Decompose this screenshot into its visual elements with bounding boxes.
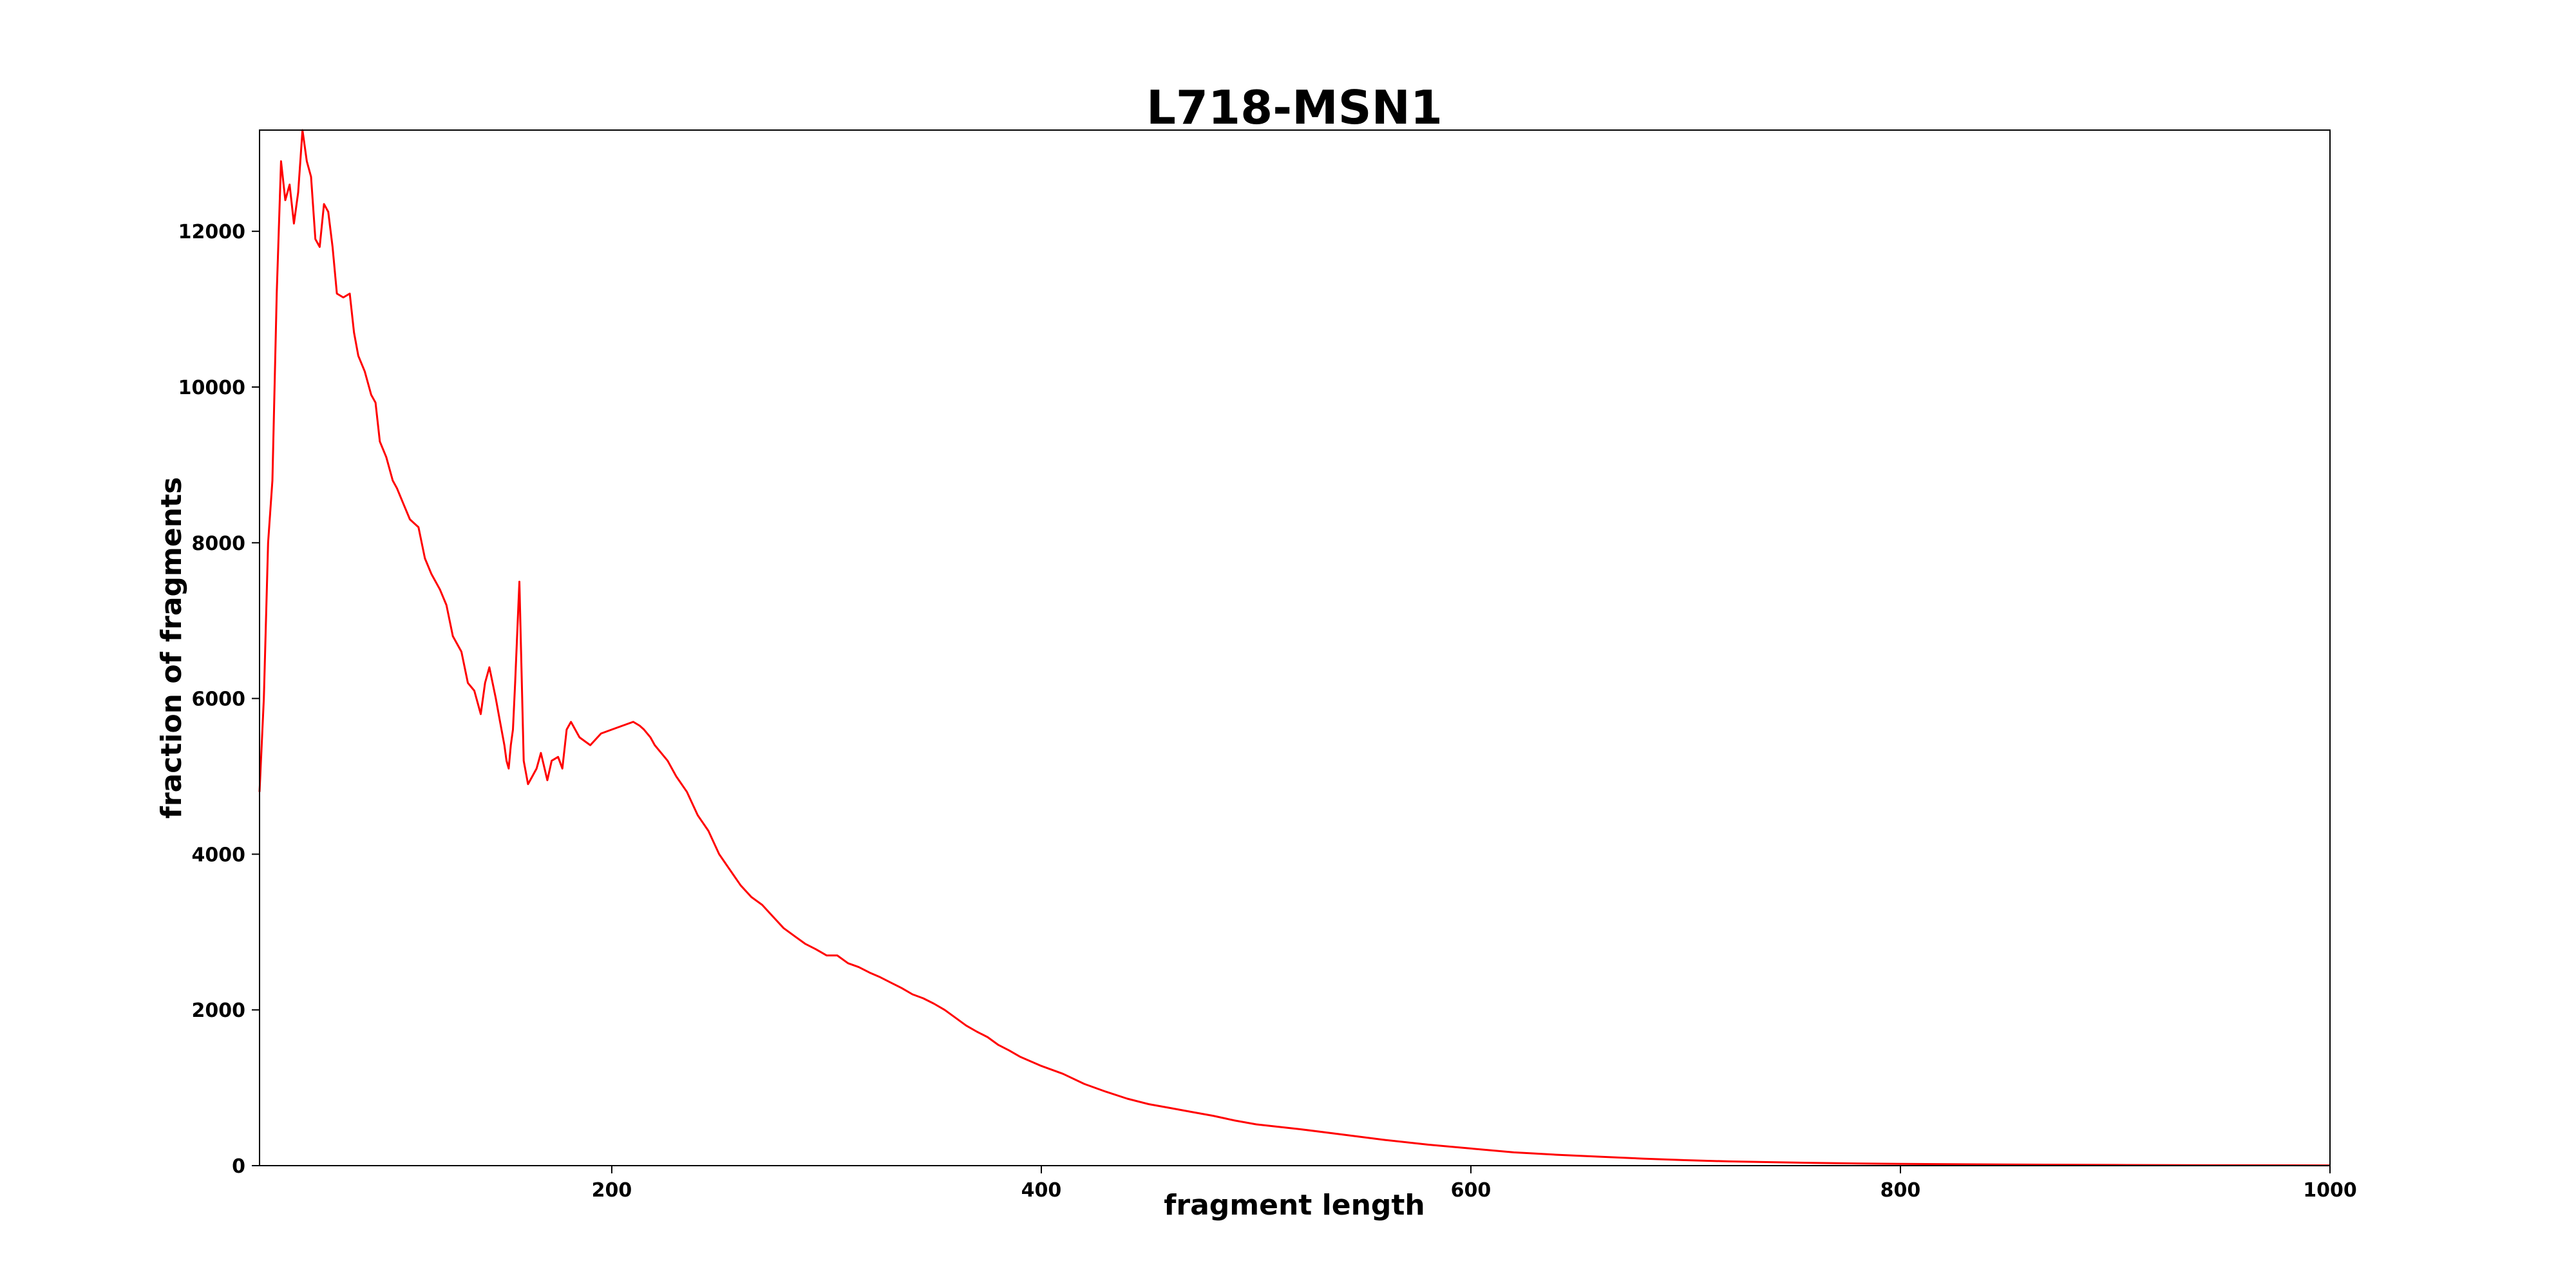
y-axis-label: fraction of fragments	[155, 477, 188, 819]
x-axis: 200 400 600 800 1000	[592, 1166, 2357, 1202]
x-tick-label: 400	[1021, 1179, 1062, 1202]
y-tick-label: 10000	[178, 377, 245, 399]
series-line	[258, 129, 2331, 1167]
y-tick-label: 12000	[178, 221, 245, 243]
y-tick-label: 8000	[192, 533, 246, 555]
y-tick-label: 6000	[192, 688, 246, 711]
x-tick-label: 1000	[2303, 1179, 2357, 1202]
y-tick-label: 2000	[192, 999, 246, 1022]
x-tick-label: 200	[592, 1179, 632, 1202]
plot-area-frame	[259, 129, 2331, 1166]
chart-title: L718-MSN1	[1146, 80, 1443, 135]
y-tick-label: 0	[232, 1155, 245, 1178]
x-tick-label: 800	[1880, 1179, 1921, 1202]
x-axis-label: fragment length	[1164, 1189, 1425, 1222]
y-axis: 0 2000 4000 6000 8000 10000 12000	[178, 221, 260, 1178]
x-tick-label: 600	[1451, 1179, 1492, 1202]
y-tick-label: 4000	[192, 844, 246, 866]
